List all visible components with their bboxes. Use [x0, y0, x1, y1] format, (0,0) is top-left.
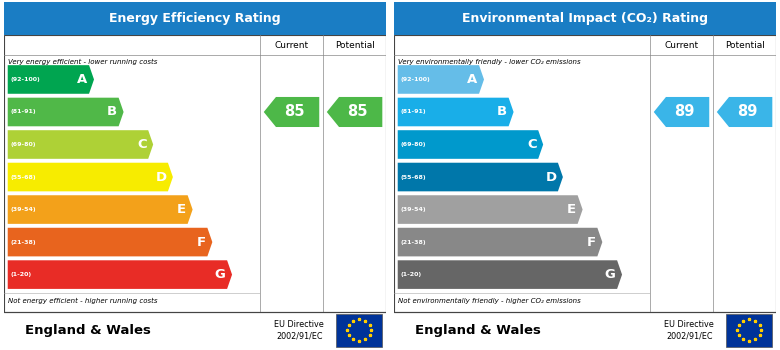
Polygon shape [717, 97, 772, 127]
Text: (21-38): (21-38) [11, 240, 37, 245]
Text: Very energy efficient - lower running costs: Very energy efficient - lower running co… [8, 59, 157, 65]
Text: Current: Current [275, 41, 309, 50]
Text: England & Wales: England & Wales [415, 323, 541, 337]
Text: (1-20): (1-20) [401, 272, 422, 277]
Text: Not environmentally friendly - higher CO₂ emissions: Not environmentally friendly - higher CO… [398, 298, 580, 304]
Polygon shape [8, 130, 153, 159]
Text: England & Wales: England & Wales [25, 323, 151, 337]
Text: Current: Current [665, 41, 699, 50]
Text: (55-68): (55-68) [401, 175, 427, 180]
Text: A: A [467, 73, 477, 86]
Text: (55-68): (55-68) [11, 175, 37, 180]
Polygon shape [8, 163, 173, 191]
Polygon shape [8, 260, 232, 289]
Text: B: B [107, 105, 117, 119]
Text: Potential: Potential [725, 41, 764, 50]
Polygon shape [327, 97, 382, 127]
Polygon shape [398, 65, 484, 94]
Polygon shape [398, 228, 602, 257]
Text: D: D [155, 170, 166, 183]
Polygon shape [398, 130, 543, 159]
Bar [726, 314, 772, 346]
Text: EU Directive
2002/91/EC: EU Directive 2002/91/EC [665, 320, 714, 341]
Text: D: D [545, 170, 556, 183]
Polygon shape [654, 97, 709, 127]
Bar [336, 314, 382, 346]
Polygon shape [8, 65, 94, 94]
Text: E: E [177, 203, 186, 216]
Text: F: F [197, 236, 206, 248]
Text: C: C [527, 138, 537, 151]
Text: (81-91): (81-91) [401, 110, 427, 114]
Text: (1-20): (1-20) [11, 272, 32, 277]
Polygon shape [8, 228, 212, 257]
Text: 85: 85 [284, 105, 304, 119]
Polygon shape [8, 98, 123, 126]
Polygon shape [398, 260, 622, 289]
Text: 85: 85 [347, 105, 367, 119]
Text: (69-80): (69-80) [11, 142, 37, 147]
Text: (21-38): (21-38) [401, 240, 427, 245]
Text: E: E [567, 203, 576, 216]
Text: EU Directive
2002/91/EC: EU Directive 2002/91/EC [275, 320, 324, 341]
Text: Very environmentally friendly - lower CO₂ emissions: Very environmentally friendly - lower CO… [398, 59, 580, 65]
Text: Potential: Potential [335, 41, 374, 50]
Bar [4, 35, 386, 312]
Text: G: G [215, 268, 225, 281]
Text: B: B [497, 105, 507, 119]
Text: (69-80): (69-80) [401, 142, 427, 147]
Text: 89: 89 [674, 105, 694, 119]
Text: (92-100): (92-100) [401, 77, 431, 82]
Polygon shape [8, 195, 193, 224]
Text: (92-100): (92-100) [11, 77, 41, 82]
Text: (81-91): (81-91) [11, 110, 37, 114]
Text: C: C [137, 138, 147, 151]
Text: G: G [604, 268, 615, 281]
Text: (39-54): (39-54) [11, 207, 37, 212]
Text: Environmental Impact (CO₂) Rating: Environmental Impact (CO₂) Rating [462, 12, 708, 25]
Bar [394, 2, 776, 35]
Bar [4, 2, 386, 35]
Polygon shape [264, 97, 319, 127]
Text: (39-54): (39-54) [401, 207, 427, 212]
Text: A: A [77, 73, 87, 86]
Bar [394, 35, 776, 312]
Polygon shape [398, 98, 513, 126]
Text: Not energy efficient - higher running costs: Not energy efficient - higher running co… [8, 298, 158, 304]
Text: F: F [587, 236, 596, 248]
Polygon shape [398, 163, 563, 191]
Polygon shape [398, 195, 583, 224]
Text: Energy Efficiency Rating: Energy Efficiency Rating [109, 12, 281, 25]
Text: 89: 89 [737, 105, 757, 119]
